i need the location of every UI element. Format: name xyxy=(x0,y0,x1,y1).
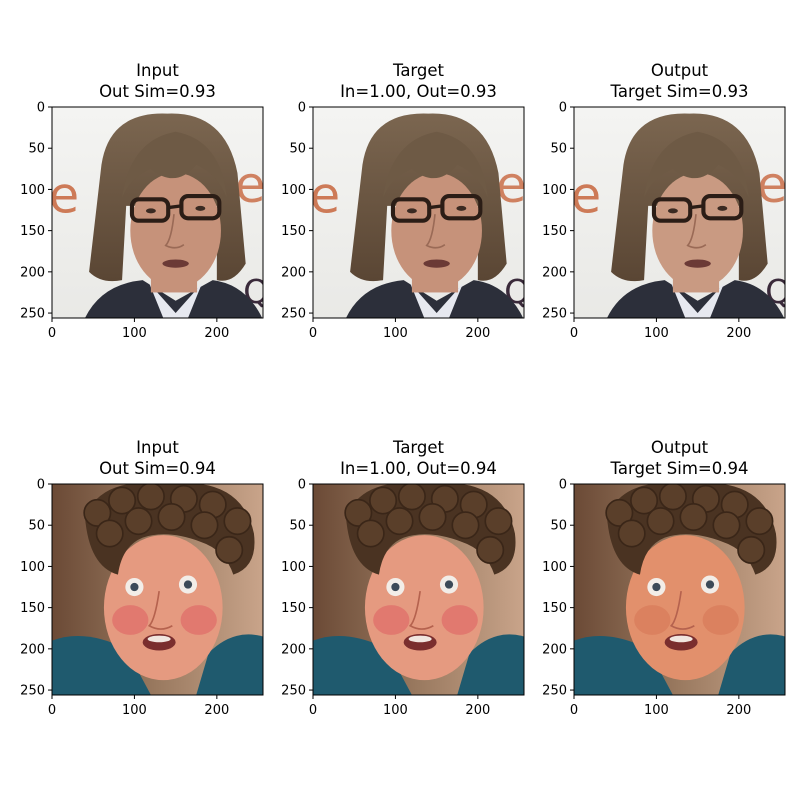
y-tick-label: 200 xyxy=(20,642,45,657)
x-tick-label: 200 xyxy=(465,703,490,718)
y-tick-label: 0 xyxy=(37,101,45,116)
panel-title: Output Target Sim=0.93 xyxy=(550,61,800,102)
y-tick-label: 150 xyxy=(542,601,567,616)
y-tick-label: 50 xyxy=(550,519,567,534)
y-tick-label: 0 xyxy=(298,478,306,493)
y-tick-label: 0 xyxy=(559,478,567,493)
x-tick-label: 0 xyxy=(570,326,578,341)
x-tick-label: 0 xyxy=(48,326,56,341)
panel-title: Input Out Sim=0.94 xyxy=(28,438,288,479)
panel-image-0-2: e eQ xyxy=(571,107,785,318)
y-tick-label: 150 xyxy=(20,224,45,239)
x-tick-label: 200 xyxy=(726,326,751,341)
panel-title-line2: Out Sim=0.93 xyxy=(99,81,216,101)
panel-title-line2: In=1.00, Out=0.94 xyxy=(340,458,497,478)
y-tick-label: 100 xyxy=(281,183,306,198)
axes-frame xyxy=(312,483,525,696)
panel-image-0-0: e eQ xyxy=(49,107,263,318)
y-tick-label: 50 xyxy=(550,142,567,157)
panel-title-line1: Output xyxy=(650,438,709,457)
panel-title: Target In=1.00, Out=0.94 xyxy=(289,438,549,479)
panel-title-line2: Target Sim=0.94 xyxy=(610,458,749,478)
panel-image-1-2 xyxy=(574,484,785,695)
axes-frame xyxy=(573,106,786,319)
y-tick-label: 100 xyxy=(281,560,306,575)
y-tick-label: 150 xyxy=(542,224,567,239)
x-tick-label: 0 xyxy=(309,326,317,341)
x-tick-label: 200 xyxy=(204,326,229,341)
y-tick-label: 250 xyxy=(20,307,45,322)
panel-image-0-1: e eQ xyxy=(310,107,524,318)
panel-title-line1: Input xyxy=(136,438,179,457)
y-tick-label: 150 xyxy=(281,601,306,616)
panel-title-line1: Output xyxy=(650,61,709,80)
y-tick-label: 200 xyxy=(542,265,567,280)
x-tick-label: 0 xyxy=(309,703,317,718)
y-tick-label: 100 xyxy=(20,560,45,575)
x-tick-label: 200 xyxy=(726,703,751,718)
x-tick-label: 100 xyxy=(383,703,408,718)
y-tick-label: 0 xyxy=(298,101,306,116)
y-tick-label: 100 xyxy=(20,183,45,198)
axes-frame xyxy=(51,106,264,319)
y-tick-label: 200 xyxy=(281,265,306,280)
x-tick-label: 100 xyxy=(122,703,147,718)
y-tick-label: 0 xyxy=(559,101,567,116)
y-tick-label: 0 xyxy=(37,478,45,493)
y-tick-label: 250 xyxy=(20,684,45,699)
x-tick-label: 0 xyxy=(570,703,578,718)
y-tick-label: 200 xyxy=(20,265,45,280)
panel-title-line1: Target xyxy=(392,61,445,80)
svg-text:e: e xyxy=(49,167,79,225)
x-tick-label: 100 xyxy=(383,326,408,341)
panel-title-line1: Target xyxy=(392,438,445,457)
y-tick-label: 250 xyxy=(542,307,567,322)
axes-frame xyxy=(573,483,786,696)
y-tick-label: 50 xyxy=(28,142,45,157)
axes-frame xyxy=(51,483,264,696)
panel-title-line2: Target Sim=0.93 xyxy=(610,81,749,101)
panel-title-line1: Input xyxy=(136,61,179,80)
y-tick-label: 250 xyxy=(281,307,306,322)
y-tick-label: 50 xyxy=(289,142,306,157)
x-tick-label: 0 xyxy=(48,703,56,718)
y-tick-label: 100 xyxy=(542,183,567,198)
svg-text:e: e xyxy=(571,167,601,225)
y-tick-label: 200 xyxy=(281,642,306,657)
y-tick-label: 200 xyxy=(542,642,567,657)
svg-text:e: e xyxy=(310,167,340,225)
y-tick-label: 250 xyxy=(281,684,306,699)
y-tick-label: 250 xyxy=(542,684,567,699)
x-tick-label: 200 xyxy=(465,326,490,341)
panel-title-line2: In=1.00, Out=0.93 xyxy=(340,81,497,101)
y-tick-label: 150 xyxy=(281,224,306,239)
panel-title: Input Out Sim=0.93 xyxy=(28,61,288,102)
panel-image-1-0 xyxy=(52,484,263,695)
x-tick-label: 100 xyxy=(644,326,669,341)
panel-title: Target In=1.00, Out=0.93 xyxy=(289,61,549,102)
panel-title-line2: Out Sim=0.94 xyxy=(99,458,216,478)
x-tick-label: 100 xyxy=(122,326,147,341)
panel-title: Output Target Sim=0.94 xyxy=(550,438,800,479)
y-tick-label: 50 xyxy=(28,519,45,534)
panel-image-1-1 xyxy=(313,484,524,695)
y-tick-label: 100 xyxy=(542,560,567,575)
x-tick-label: 200 xyxy=(204,703,229,718)
y-tick-label: 50 xyxy=(289,519,306,534)
y-tick-label: 150 xyxy=(20,601,45,616)
x-tick-label: 100 xyxy=(644,703,669,718)
axes-frame xyxy=(312,106,525,319)
